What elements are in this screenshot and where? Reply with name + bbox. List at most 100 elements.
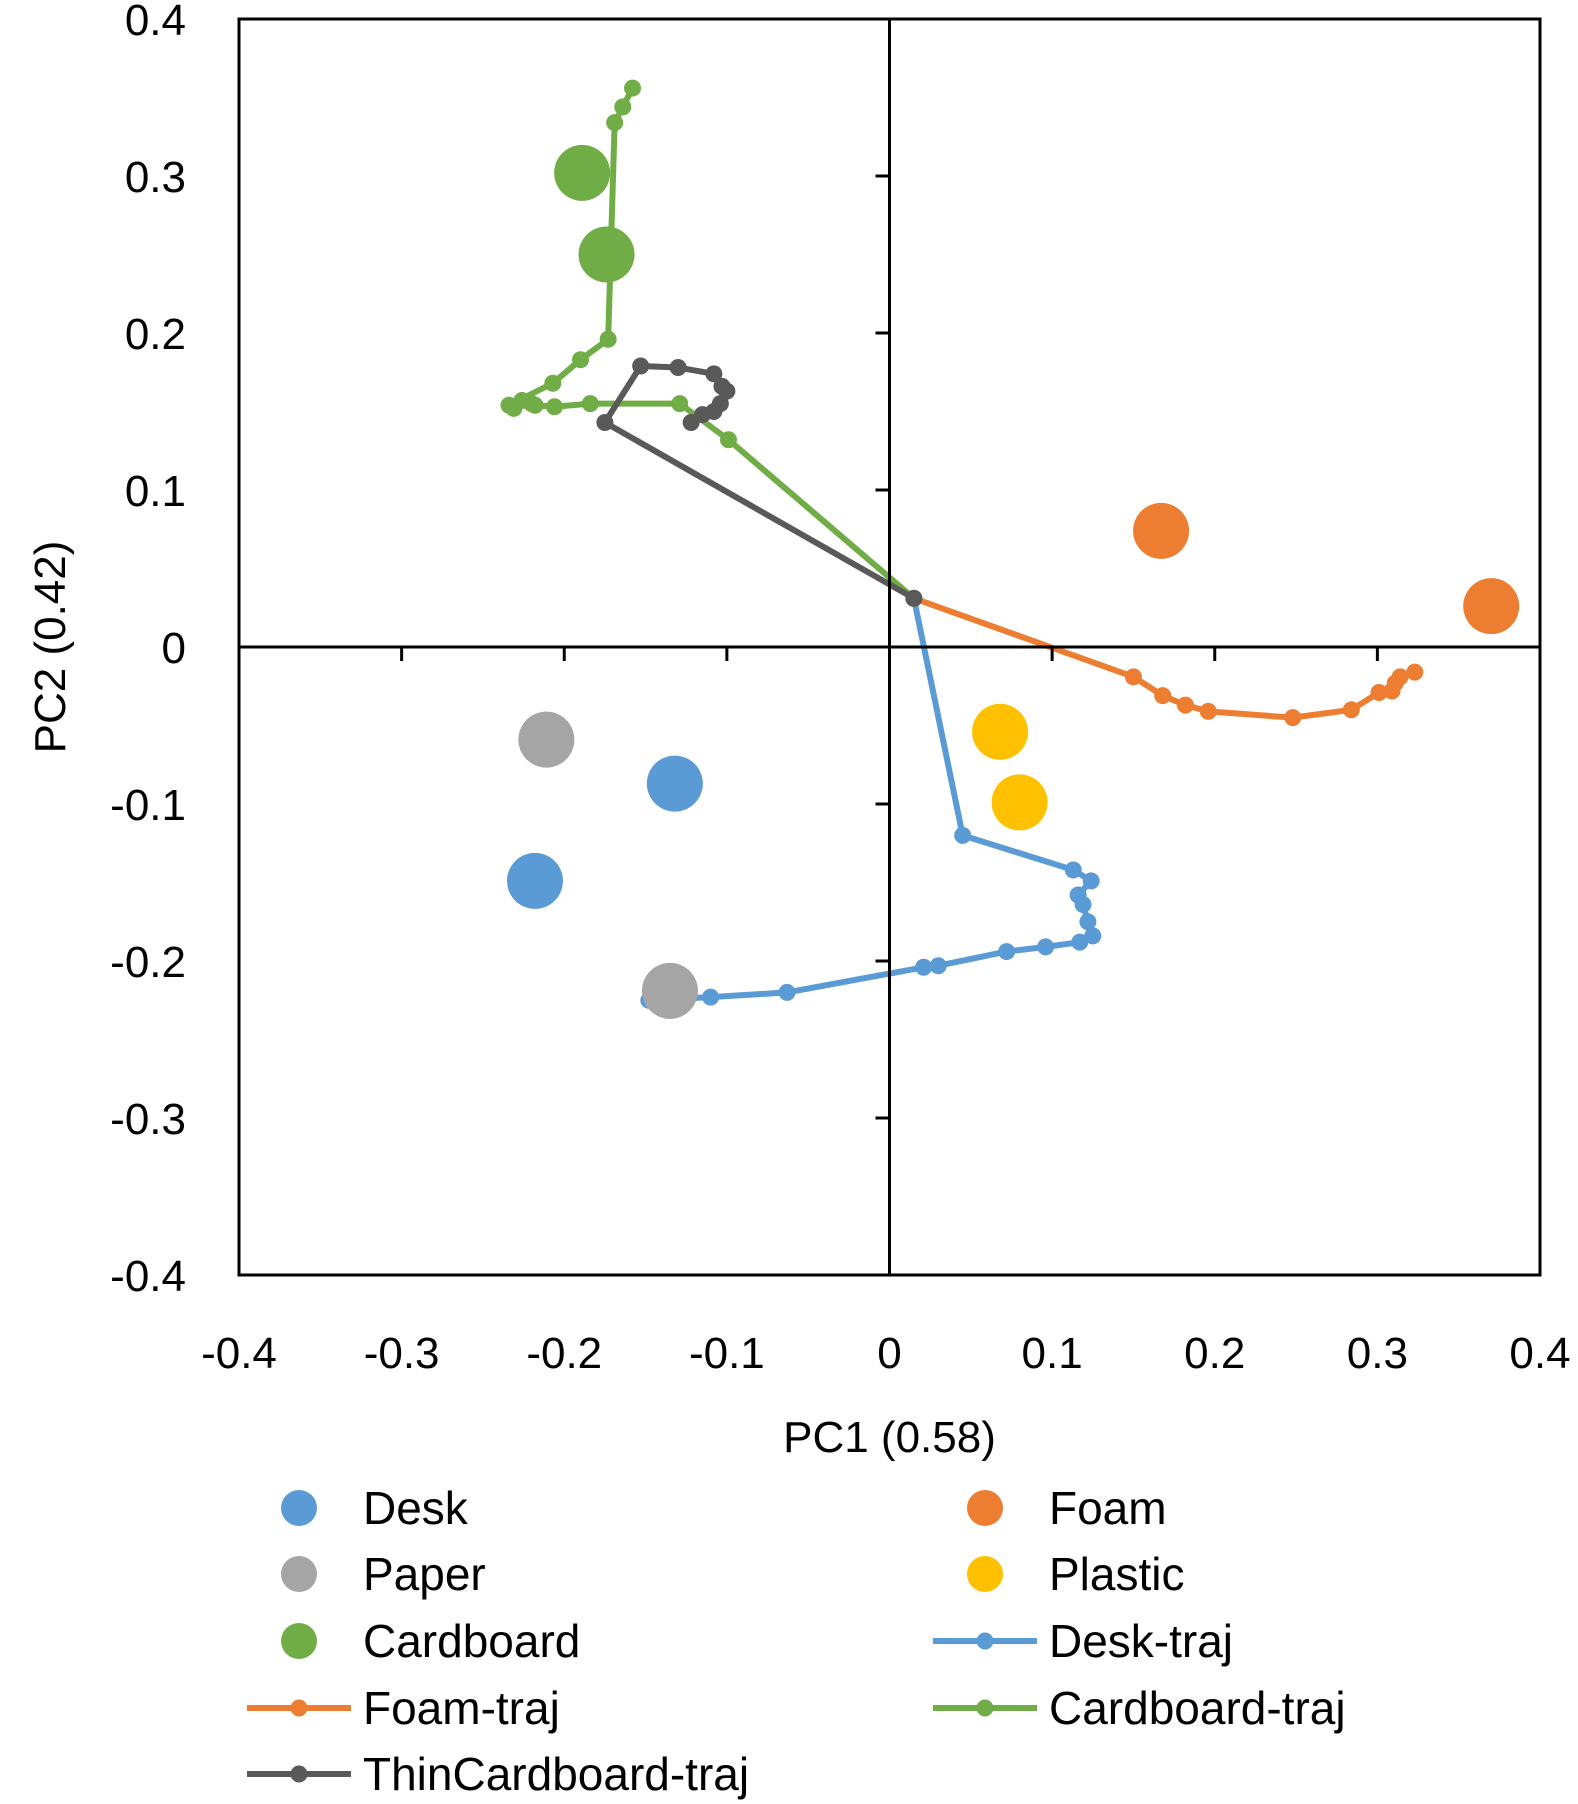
y-tick-label: 0.1 <box>125 467 186 516</box>
foam-traj-point <box>1370 684 1388 702</box>
desk-traj-point <box>778 983 796 1001</box>
desk-traj-point <box>929 957 947 975</box>
x-tick-label: 0.2 <box>1184 1329 1245 1378</box>
desk-traj-point <box>1071 933 1089 951</box>
legend-marker <box>281 1556 317 1592</box>
legend-item-plastic: Plastic <box>967 1548 1184 1600</box>
foam-series <box>1133 502 1520 635</box>
legend-marker <box>281 1623 317 1659</box>
legend-label: Plastic <box>1049 1548 1184 1600</box>
desk-traj-point <box>954 826 972 844</box>
plastic-point <box>991 774 1048 831</box>
legend-marker <box>976 1699 994 1717</box>
y-tick-label: 0.2 <box>125 310 186 359</box>
legend-item-desk-traj: Desk-traj <box>933 1615 1233 1667</box>
legend-label: Cardboard <box>363 1615 580 1667</box>
cardboard-traj-point <box>544 374 562 392</box>
legend-label: Desk-traj <box>1049 1615 1233 1667</box>
desk-point <box>506 852 563 909</box>
legend-marker <box>281 1490 317 1526</box>
cardboard-traj-point <box>572 351 590 369</box>
legend-item-foam: Foam <box>967 1482 1167 1534</box>
y-tick-label: -0.1 <box>110 781 186 830</box>
desk-traj-point <box>915 958 933 976</box>
thincardboard-traj-series <box>596 357 923 607</box>
cardboard-traj-point <box>599 330 617 348</box>
legend-marker <box>290 1699 308 1717</box>
desk-traj-series <box>640 589 1102 1009</box>
cardboard-point <box>554 144 611 201</box>
thincardboard-traj-point <box>705 365 723 383</box>
thincardboard-traj-point <box>718 382 736 400</box>
plastic-point <box>972 703 1029 760</box>
y-tick-label: -0.4 <box>110 1252 186 1301</box>
legend-label: Desk <box>363 1482 469 1534</box>
foam-traj-series <box>905 589 1424 727</box>
desk-traj-point <box>1037 938 1055 956</box>
point-series-group <box>506 144 1520 1019</box>
axes-group <box>237 17 1542 1277</box>
y-tick-label: -0.2 <box>110 938 186 987</box>
y-tick-label: 0 <box>162 624 186 673</box>
thincardboard-traj-point <box>596 413 614 431</box>
desk-traj-point <box>1074 895 1092 913</box>
thincardboard-traj-point <box>905 589 923 607</box>
desk-series <box>506 755 703 909</box>
x-tick-label: -0.3 <box>364 1329 440 1378</box>
legend-marker <box>967 1556 1003 1592</box>
cardboard-traj-point <box>614 98 632 116</box>
y-tick-label: 0.4 <box>125 0 186 45</box>
foam-traj-point <box>1284 709 1302 727</box>
x-tick-label: 0.3 <box>1347 1329 1408 1378</box>
paper-series <box>518 711 698 1019</box>
desk-traj-point <box>1084 927 1102 945</box>
cardboard-traj-point <box>671 395 689 413</box>
desk-point <box>646 755 703 812</box>
foam-traj-point <box>1154 687 1172 705</box>
thincardboard-traj-point <box>682 413 700 431</box>
x-tick-label: -0.1 <box>689 1329 765 1378</box>
desk-traj-point <box>1079 913 1097 931</box>
thincardboard-traj-point <box>669 359 687 377</box>
cardboard-point <box>578 226 635 283</box>
foam-traj-point <box>1124 668 1142 686</box>
trajectory-series-group <box>500 79 1424 1009</box>
x-tick-label: 0.4 <box>1509 1329 1570 1378</box>
plastic-series <box>972 703 1048 831</box>
thincardboard-traj-point <box>632 357 650 375</box>
tick-labels-group: -0.4 -0.3 -0.2 -0.1 0 0.1 0.2 0.3 0.4 0.4 0.3 0.2 0.… <box>110 0 1570 1378</box>
y-tick-label: 0.3 <box>125 153 186 202</box>
legend-marker <box>290 1765 308 1783</box>
foam-traj-point <box>1406 663 1424 681</box>
x-axis-title: PC1 (0.58) <box>783 1413 996 1462</box>
legend-label: Foam <box>1049 1482 1167 1534</box>
paper-point <box>641 962 698 1019</box>
legend-item-paper: Paper <box>281 1548 486 1600</box>
paper-point <box>518 711 575 768</box>
legend-label: Paper <box>363 1548 486 1600</box>
legend: Desk Foam Paper Plastic Cardboard Desk-traj Fo… <box>247 1482 1346 1800</box>
legend-item-thincardboard-traj: ThinCardboard-traj <box>247 1748 749 1800</box>
foam-traj-point <box>1199 702 1217 720</box>
y-tick-label: -0.3 <box>110 1095 186 1144</box>
desk-traj-point <box>702 988 720 1006</box>
cardboard-traj-point <box>624 79 642 97</box>
cardboard-traj-point <box>545 398 563 416</box>
desk-traj-point <box>1082 872 1100 890</box>
foam-traj-point <box>1391 668 1409 686</box>
desk-traj-point <box>998 943 1016 961</box>
x-tick-label: -0.4 <box>201 1329 277 1378</box>
cardboard-traj-point <box>500 396 518 414</box>
y-axis-title: PC2 (0.42) <box>26 541 75 754</box>
legend-marker <box>967 1490 1003 1526</box>
cardboard-traj-point <box>720 431 738 449</box>
foam-point <box>1463 578 1520 635</box>
cardboard-traj-point <box>606 114 624 132</box>
desk-traj-point <box>1064 861 1082 879</box>
x-tick-label: 0.1 <box>1022 1329 1083 1378</box>
legend-item-foam-traj: Foam-traj <box>247 1682 560 1734</box>
legend-item-cardboard: Cardboard <box>281 1615 580 1667</box>
foam-point <box>1133 502 1190 559</box>
legend-item-desk: Desk <box>281 1482 469 1534</box>
